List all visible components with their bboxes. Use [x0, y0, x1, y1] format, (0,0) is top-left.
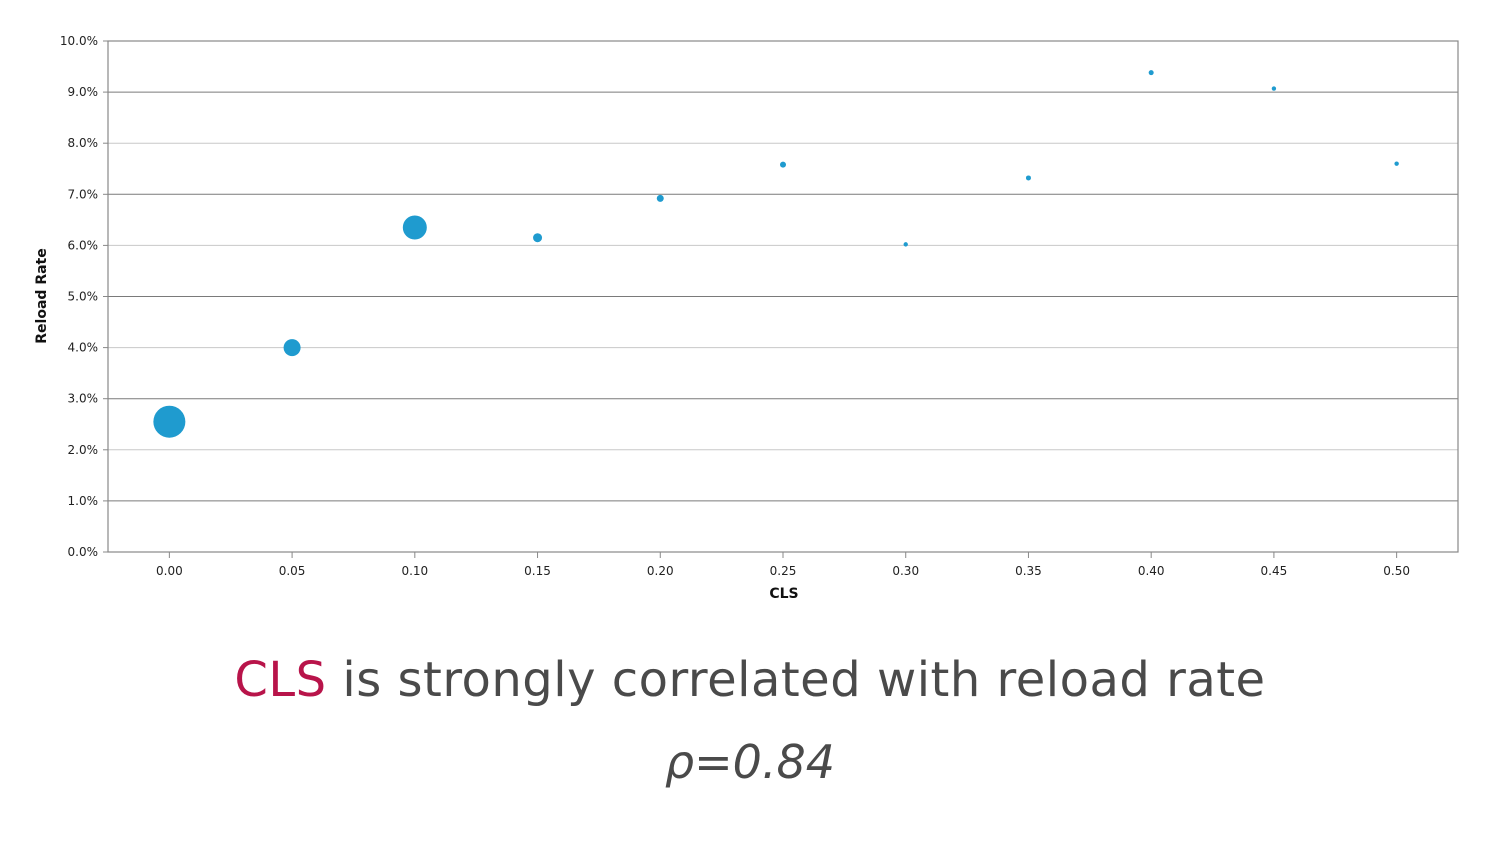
x-axis: 0.00 0.05 0.10 0.15 0.20 0.25 0.30 0.35 0.40 0.45…: [156, 552, 1410, 578]
data-point: [1271, 86, 1277, 91]
headline: CLS is strongly correlated with reload r…: [0, 652, 1500, 708]
headline-accent: CLS: [234, 652, 327, 708]
x-tick-label: 0.20: [647, 564, 674, 578]
x-tick-label: 0.50: [1383, 564, 1410, 578]
y-tick-label: 1.0%: [68, 494, 99, 508]
x-tick-label: 0.10: [401, 564, 428, 578]
headline-rest: is strongly correlated with reload rate: [326, 652, 1266, 708]
y-tick-label: 5.0%: [68, 290, 99, 304]
y-tick-label: 8.0%: [68, 136, 99, 150]
y-tick-label: 10.0%: [60, 34, 98, 48]
y-tick-label: 0.0%: [68, 545, 99, 559]
y-tick-label: 2.0%: [68, 443, 99, 457]
scatter-chart: 0.0% 1.0% 2.0% 3.0% 4.0% 5.0% 6.0% 7.0% 8.0% 9.0%…: [34, 34, 1459, 602]
data-point: [402, 215, 427, 240]
x-tick-label: 0.25: [770, 564, 797, 578]
data-point: [1394, 161, 1399, 166]
y-axis-title: Reload Rate: [34, 248, 50, 343]
data-point: [656, 194, 664, 202]
x-tick-label: 0.00: [156, 564, 183, 578]
y-tick-label: 9.0%: [68, 85, 99, 99]
data-point: [1025, 175, 1031, 181]
x-tick-label: 0.15: [524, 564, 551, 578]
x-tick-label: 0.40: [1138, 564, 1165, 578]
y-tick-label: 4.0%: [68, 341, 99, 355]
data-point: [780, 161, 786, 168]
x-axis-title: CLS: [769, 586, 798, 602]
data-point: [283, 339, 301, 357]
x-tick-label: 0.35: [1015, 564, 1042, 578]
y-tick-label: 6.0%: [68, 238, 99, 252]
data-point: [533, 233, 543, 243]
grid-lines: [108, 40, 1458, 553]
x-tick-label: 0.30: [892, 564, 919, 578]
data-point: [903, 242, 908, 247]
y-axis: 0.0% 1.0% 2.0% 3.0% 4.0% 5.0% 6.0% 7.0% 8.0% 9.0%…: [60, 34, 108, 559]
y-tick-label: 7.0%: [68, 187, 99, 201]
data-point: [1148, 70, 1154, 76]
x-tick-label: 0.05: [279, 564, 306, 578]
y-tick-label: 3.0%: [68, 392, 99, 406]
data-point: [153, 405, 186, 438]
data-points: [153, 70, 1399, 438]
x-tick-label: 0.45: [1261, 564, 1288, 578]
correlation-stat: ρ=0.84: [664, 735, 836, 789]
